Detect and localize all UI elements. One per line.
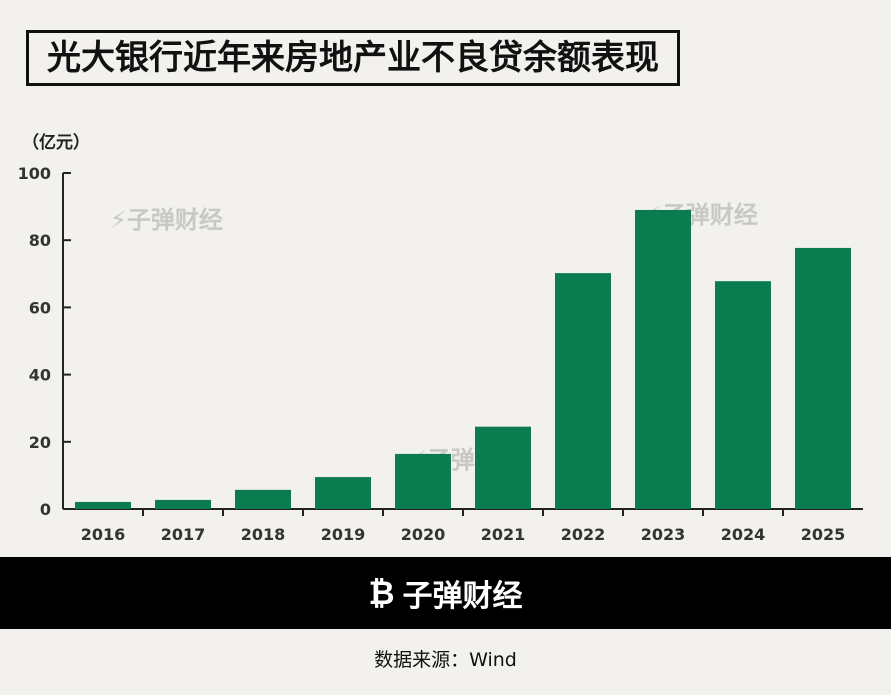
x-tick-label: 2025 [801,525,846,544]
y-axis-unit: （亿元） [22,133,90,153]
bar-2019 [315,477,371,509]
bar-2024 [715,281,771,509]
data-source: 数据来源：Wind [374,649,517,671]
x-tick-label: 2016 [81,525,126,544]
y-tick-label: 80 [29,231,51,250]
y-tick-label: 0 [40,500,51,519]
bar-2016 [75,501,131,509]
bar-2022 [555,273,611,509]
y-tick-label: 100 [18,164,51,183]
x-tick-label: 2024 [721,525,766,544]
x-tick-label: 2018 [241,525,286,544]
watermark: ⚡子弹财经 [110,206,223,234]
bar-2020 [395,453,451,509]
bar-2018 [235,489,291,509]
bar-2021 [475,426,531,509]
x-tick-label: 2020 [401,525,446,544]
y-tick-label: 40 [29,366,51,385]
x-tick-label: 2017 [161,525,206,544]
x-tick-label: 2019 [321,525,366,544]
x-tick-label: 2022 [561,525,606,544]
bar-2025 [795,247,851,510]
bar-2017 [155,499,211,509]
bar-chart: 0 20 40 60 80 100 2016 2017 2018 2019 2020 2021 2022… [18,164,863,544]
y-tick-label: 60 [29,298,51,317]
brand-logo-icon: ₿ [368,574,395,612]
y-tick-label: 20 [29,433,51,452]
footer-banner: ₿ 子弹财经 [0,557,891,629]
x-tick-label: 2023 [641,525,686,544]
footer-brand: 子弹财经 [402,579,523,614]
chart-title: 光大银行近年来房地产业不良贷余额表现 [26,30,680,86]
x-tick-label: 2021 [481,525,526,544]
bar-2023 [635,209,691,509]
watermark-logo-icon: ⚡ [110,206,127,234]
